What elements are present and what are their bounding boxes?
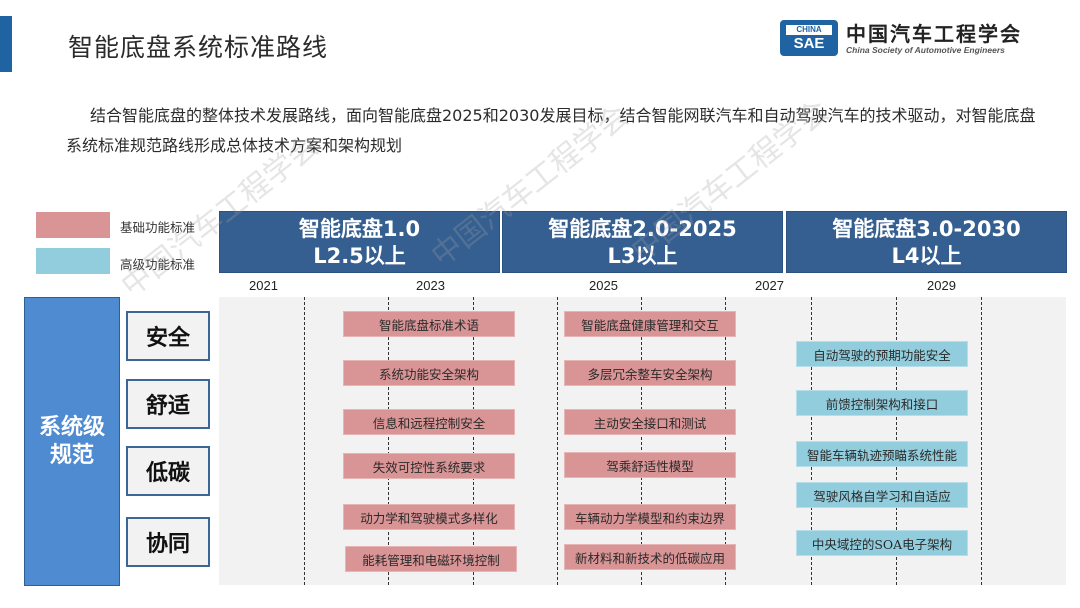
standard-item-basic: 动力学和驾驶模式多样化 bbox=[343, 504, 515, 530]
logo-badge-top: CHINA bbox=[786, 25, 832, 35]
logo-badge-bottom: SAE bbox=[793, 35, 825, 52]
timeline-gridline bbox=[641, 297, 642, 585]
standard-item-basic: 系统功能安全架构 bbox=[343, 360, 515, 386]
intro-line-1: 结合智能底盘的整体技术发展路线，面向智能底盘2025和2030发展目标，结合智能… bbox=[90, 106, 924, 125]
logo-badge-icon: CHINA SAE bbox=[780, 20, 838, 56]
intro-paragraph: 结合智能底盘的整体技术发展路线，面向智能底盘2025和2030发展目标，结合智能… bbox=[66, 101, 1046, 161]
standard-item-basic: 智能底盘健康管理和交互 bbox=[564, 311, 736, 337]
logo-name-cn: 中国汽车工程学会 bbox=[846, 22, 1022, 46]
phase-2-name: 智能底盘2.0-2025 bbox=[548, 217, 737, 241]
legend-swatch-basic bbox=[36, 212, 110, 238]
csae-logo: CHINA SAE 中国汽车工程学会 China Society of Auto… bbox=[780, 20, 1060, 60]
page-title: 智能底盘系统标准路线 bbox=[68, 33, 329, 62]
standard-item-advanced: 智能车辆轨迹预瞄系统性能 bbox=[796, 441, 968, 467]
phase-3-name: 智能底盘3.0-2030 bbox=[832, 217, 1021, 241]
year-label: 2023 bbox=[416, 278, 445, 293]
title-accent-bar bbox=[0, 16, 12, 72]
standard-item-advanced: 前馈控制架构和接口 bbox=[796, 390, 968, 416]
timeline-gridline bbox=[557, 297, 558, 585]
standard-item-basic: 车辆动力学模型和约束边界 bbox=[564, 504, 736, 530]
legend-swatch-advanced bbox=[36, 248, 110, 274]
year-label: 2025 bbox=[589, 278, 618, 293]
category-comfort: 舒适 bbox=[126, 379, 210, 429]
phase-1-name: 智能底盘1.0 bbox=[298, 217, 421, 241]
legend-label-basic: 基础功能标准 bbox=[120, 220, 196, 235]
year-label: 2021 bbox=[249, 278, 278, 293]
standard-item-basic: 能耗管理和电磁环境控制 bbox=[345, 546, 517, 572]
timeline-gridline bbox=[388, 297, 389, 585]
intro-line-2: 动，对智能底盘系统标准规范路线形成总体技术方案和架构规划 bbox=[66, 106, 1036, 155]
side-main-line1: 系统级 bbox=[38, 414, 105, 440]
standard-item-advanced: 驾驶风格自学习和自适应 bbox=[796, 482, 968, 508]
standard-item-basic: 新材料和新技术的低碳应用 bbox=[564, 544, 736, 570]
standard-item-basic: 多层冗余整车安全架构 bbox=[564, 360, 736, 386]
standard-item-basic: 信息和远程控制安全 bbox=[343, 409, 515, 435]
phase-2-level: L3以上 bbox=[607, 244, 678, 268]
timeline-gridline bbox=[304, 297, 305, 585]
standard-item-basic: 智能底盘标准术语 bbox=[343, 311, 515, 337]
standard-item-advanced: 自动驾驶的预期功能安全 bbox=[796, 341, 968, 367]
standard-item-basic: 驾乘舒适性模型 bbox=[564, 452, 736, 478]
standard-item-basic: 主动安全接口和测试 bbox=[564, 409, 736, 435]
phase-header-3: 智能底盘3.0-2030 L4以上 bbox=[786, 211, 1067, 273]
legend-label-advanced: 高级功能标准 bbox=[120, 257, 196, 272]
category-safety: 安全 bbox=[126, 311, 210, 361]
timeline-gridline bbox=[725, 297, 726, 585]
phase-1-level: L2.5以上 bbox=[313, 244, 406, 268]
standard-item-advanced: 中央域控的SOA电子架构 bbox=[796, 530, 968, 556]
side-main-line2: 规范 bbox=[49, 442, 94, 468]
year-label: 2027 bbox=[755, 278, 784, 293]
system-level-spec-label: 系统级 规范 bbox=[24, 297, 120, 586]
phase-3-level: L4以上 bbox=[891, 244, 962, 268]
phase-header-1: 智能底盘1.0 L2.5以上 bbox=[219, 211, 500, 273]
category-low-carbon: 低碳 bbox=[126, 446, 210, 496]
timeline-gridline bbox=[981, 297, 982, 585]
standard-item-basic: 失效可控性系统要求 bbox=[343, 453, 515, 479]
timeline-gridline bbox=[473, 297, 474, 585]
logo-name-en: China Society of Automotive Engineers bbox=[846, 45, 1005, 55]
year-label: 2029 bbox=[927, 278, 956, 293]
category-collaboration: 协同 bbox=[126, 517, 210, 567]
phase-header-2: 智能底盘2.0-2025 L3以上 bbox=[502, 211, 783, 273]
